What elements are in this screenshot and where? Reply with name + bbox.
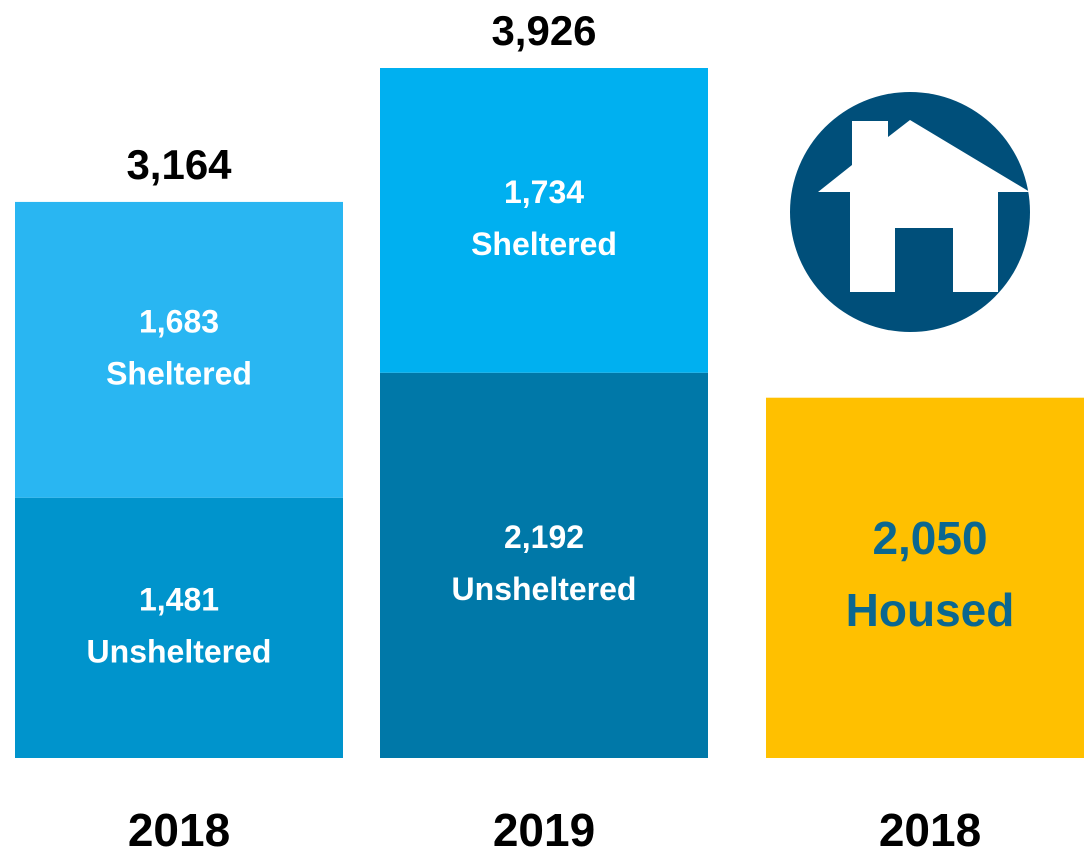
segment-name: Unsheltered (87, 633, 272, 669)
total-label: 3,926 (491, 7, 596, 54)
x-tick-label: 2018 (879, 804, 981, 856)
house-icon (790, 92, 1030, 332)
bar-segment (15, 497, 343, 758)
icon-house (818, 120, 1030, 292)
bar-segment (380, 68, 708, 373)
x-tick-label: 2018 (128, 804, 230, 856)
value-label: 2,192 (504, 519, 584, 555)
value-label: 1,481 (139, 581, 219, 617)
value-label: 1,683 (139, 303, 219, 339)
bar-segment (15, 201, 343, 498)
segment-name: Unsheltered (452, 571, 637, 607)
segment-name: Housed (846, 584, 1015, 636)
segment-name: Sheltered (471, 226, 617, 262)
value-label: 2,050 (872, 512, 987, 564)
value-label: 1,734 (504, 174, 584, 210)
bar-segment (766, 397, 1084, 758)
segment-name: Sheltered (106, 355, 252, 391)
bar-segment (380, 372, 708, 758)
x-tick-label: 2019 (493, 804, 595, 856)
total-label: 3,164 (126, 141, 232, 188)
